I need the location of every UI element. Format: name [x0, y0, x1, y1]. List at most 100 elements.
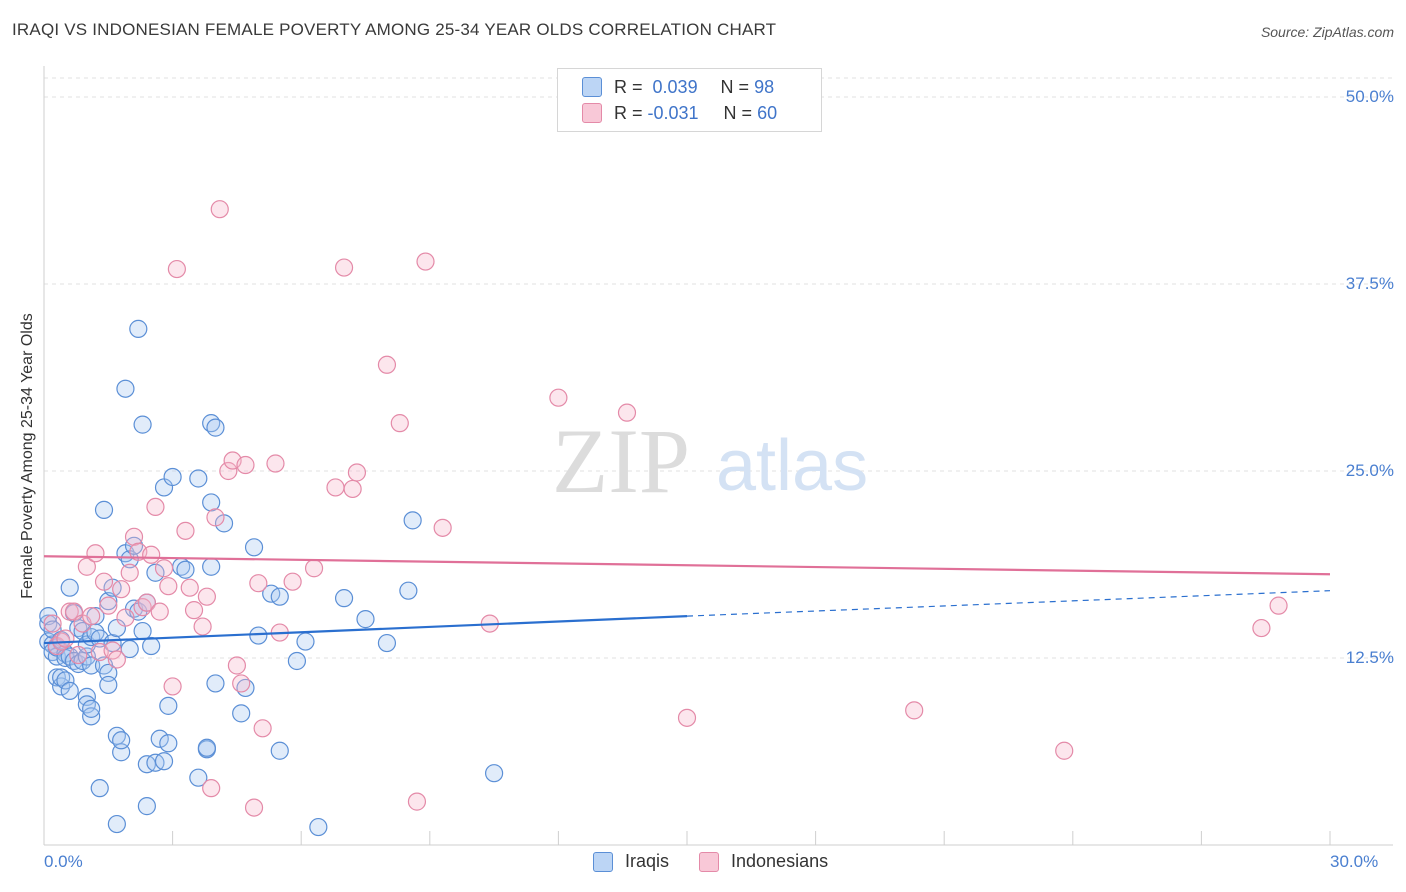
data-point — [309, 817, 328, 837]
data-point — [99, 592, 118, 611]
data-point — [390, 414, 409, 433]
data-point — [232, 704, 251, 723]
data-point — [326, 478, 345, 497]
data-point — [485, 764, 504, 783]
data-point — [219, 461, 238, 481]
data-point — [266, 454, 285, 473]
data-point — [287, 651, 307, 671]
data-point — [227, 656, 246, 675]
data-point — [244, 798, 264, 817]
data-point — [77, 687, 96, 706]
data-point — [133, 621, 152, 641]
data-point — [163, 677, 182, 696]
data-point — [334, 589, 354, 608]
legend-r-label: R = — [614, 102, 643, 123]
gridlines — [44, 77, 1393, 659]
data-point — [176, 521, 195, 540]
data-point — [77, 557, 96, 576]
legend-n-value: 60 — [757, 102, 778, 123]
data-point — [150, 602, 169, 621]
data-point — [433, 518, 452, 537]
data-point — [112, 580, 131, 599]
data-point — [146, 497, 165, 517]
data-point — [377, 633, 397, 653]
data-point — [403, 511, 422, 530]
data-point — [244, 538, 264, 557]
data-point — [137, 593, 156, 612]
y-tick-label: 12.5% — [1345, 648, 1394, 667]
legend-n-value: 98 — [754, 76, 775, 97]
data-point — [210, 200, 229, 219]
data-point — [60, 578, 79, 597]
data-point — [129, 319, 148, 338]
data-point — [86, 544, 105, 563]
data-point — [206, 674, 225, 693]
watermark-atlas: atlas — [716, 426, 868, 506]
data-point — [399, 581, 418, 600]
data-point — [60, 681, 79, 701]
data-point — [82, 699, 101, 718]
legend: R = 0.039 N = 98 R = -0.031 N = 60 — [557, 68, 822, 132]
iraqis-trend-line — [43, 615, 688, 645]
data-point — [142, 636, 161, 656]
axes — [43, 66, 1393, 846]
data-point — [334, 258, 354, 277]
data-point — [99, 596, 118, 615]
data-point — [60, 602, 79, 621]
data-point — [120, 563, 139, 582]
chart-title: IRAQI VS INDONESIAN FEMALE POVERTY AMONG… — [12, 20, 777, 39]
data-point — [202, 779, 221, 798]
data-point — [90, 779, 109, 798]
data-point — [304, 559, 324, 578]
data-point — [94, 572, 114, 591]
data-point — [69, 645, 88, 665]
data-point — [236, 455, 255, 475]
y-tick-label: 50.0% — [1345, 87, 1394, 106]
legend-r-label: R = — [614, 76, 643, 97]
data-point — [1269, 596, 1288, 615]
y-tick-label: 25.0% — [1345, 461, 1394, 480]
data-point — [343, 479, 362, 499]
data-point — [356, 610, 375, 629]
data-point — [617, 403, 637, 422]
data-point — [253, 719, 272, 738]
bottom-legend-indonesians: Indonesians — [699, 851, 828, 872]
bottom-legend-iraqis: Iraqis — [593, 851, 669, 872]
data-point — [116, 379, 135, 398]
data-point — [107, 814, 126, 834]
legend-row-iraqis: R = 0.039 N = 98 — [582, 75, 774, 99]
indonesians-swatch — [699, 851, 720, 872]
y-tick-label: 37.5% — [1345, 274, 1394, 293]
data-point — [407, 792, 427, 811]
bottom-legend-indonesians-label: Indonesians — [731, 851, 829, 871]
data-point — [180, 578, 199, 597]
data-point — [249, 626, 268, 645]
iraqis-swatch — [582, 77, 602, 97]
indonesians-swatch — [582, 103, 602, 123]
legend-n-label: N = — [723, 102, 753, 123]
data-point — [206, 418, 225, 437]
data-point — [905, 701, 924, 720]
data-point — [202, 557, 221, 576]
data-point — [146, 563, 165, 582]
data-point — [154, 559, 174, 578]
iraqis-swatch — [593, 851, 613, 872]
legend-n-label: N = — [720, 76, 750, 97]
data-point — [377, 355, 397, 374]
data-point — [232, 674, 251, 693]
data-point — [107, 650, 126, 669]
data-point — [206, 508, 225, 527]
data-point — [103, 641, 122, 660]
x-tick-min: 0.0% — [44, 852, 83, 871]
data-point — [43, 614, 62, 633]
data-point — [82, 656, 101, 675]
watermark: ZIP atlas — [552, 410, 868, 512]
data-point — [189, 469, 208, 488]
data-point — [163, 467, 182, 487]
source-credit: Source: ZipAtlas.com — [1260, 24, 1394, 40]
legend-r-value: 0.039 — [652, 76, 698, 97]
bottom-legend-iraqis-label: Iraqis — [625, 851, 670, 871]
bottom-legend: Iraqis Indonesians — [593, 851, 858, 872]
trend-lines — [43, 555, 1331, 645]
